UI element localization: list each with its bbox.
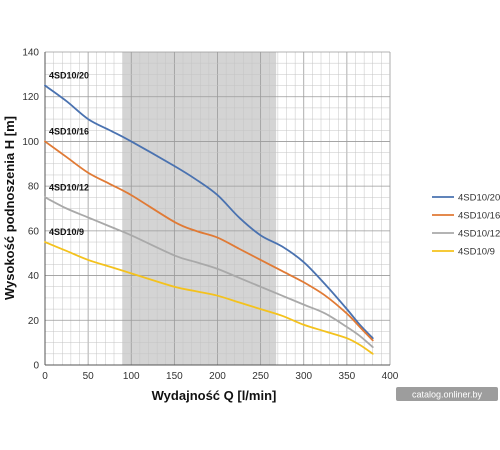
x-tick-label: 400 xyxy=(382,371,399,382)
axis-layer: 0 50 100 150 200 250 300 350 400 0 20 40 60 80 100 120 1… xyxy=(22,48,398,383)
x-tick-label: 0 xyxy=(42,371,48,382)
x-tick-label: 350 xyxy=(339,371,356,382)
x-tick-label: 250 xyxy=(252,371,269,382)
series-layer xyxy=(44,84,374,355)
watermark: catalog.onliner.by xyxy=(396,387,498,401)
series-line-4sd10-9 xyxy=(44,241,374,355)
curve-label-layer: 4SD10/20 4SD10/16 4SD10/12 4SD10/9 xyxy=(49,71,89,238)
curve-label-4sd10-9: 4SD10/9 xyxy=(49,227,84,237)
x-tick-label: 150 xyxy=(166,371,183,382)
x-tick-label: 300 xyxy=(295,371,312,382)
legend-label-4sd10-20: 4SD10/20 xyxy=(458,193,500,204)
y-axis-title: Wysokość podnoszenia H [m] xyxy=(2,116,17,300)
y-tick-label: 100 xyxy=(22,137,39,148)
series-line-4sd10-16 xyxy=(44,140,374,342)
legend-label-4sd10-12: 4SD10/12 xyxy=(458,229,500,240)
curve-label-4sd10-20: 4SD10/20 xyxy=(49,71,89,81)
watermark-text: catalog.onliner.by xyxy=(412,390,483,400)
y-tick-label: 120 xyxy=(22,92,39,103)
y-tick-label: 20 xyxy=(28,316,40,327)
watermark-background xyxy=(396,387,498,401)
curve-label-4sd10-12: 4SD10/12 xyxy=(49,182,89,192)
y-tick-label: 60 xyxy=(28,226,40,237)
x-axis-title: Wydajność Q [l/min] xyxy=(152,388,277,403)
curve-label-4sd10-16: 4SD10/16 xyxy=(49,126,89,136)
legend-label-4sd10-16: 4SD10/16 xyxy=(458,211,500,222)
x-tick-label: 50 xyxy=(83,371,95,382)
y-tick-label: 80 xyxy=(28,182,40,193)
y-tick-label: 0 xyxy=(33,361,39,372)
y-tick-label: 40 xyxy=(28,271,40,282)
legend-label-4sd10-9: 4SD10/9 xyxy=(458,247,495,258)
series-line-4sd10-20 xyxy=(44,84,374,340)
x-tick-label: 100 xyxy=(123,371,140,382)
grid-layer xyxy=(44,51,391,366)
x-tick-label: 200 xyxy=(209,371,226,382)
y-tick-label: 140 xyxy=(22,48,39,59)
series-line-4sd10-12 xyxy=(44,196,374,349)
legend: 4SD10/20 4SD10/16 4SD10/12 4SD10/9 xyxy=(432,193,500,258)
